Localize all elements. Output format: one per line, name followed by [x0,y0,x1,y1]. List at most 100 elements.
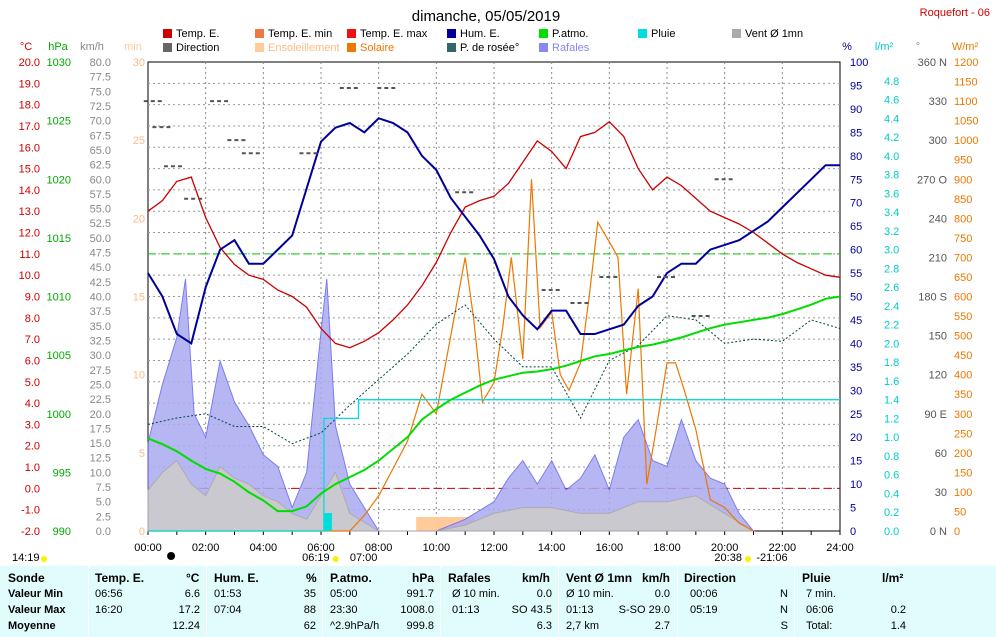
table-cell: ^2.9hPa/h [330,620,380,632]
tick-label-pct: 35 [850,362,862,374]
tick-label-temp: 18.0 [19,100,40,112]
tick-label-lm2: 4.4 [884,113,899,125]
table-cell: Total: [806,620,833,632]
tick-label-pct: 25 [850,409,862,421]
col-divider [88,566,89,637]
tick-label-pct: 40 [850,338,862,350]
tick-label-kmh: 15.0 [90,438,111,450]
series-temperature [147,120,841,349]
series-patmo [147,295,841,513]
square-icon [255,43,264,52]
tick-label-min: 0 [139,526,145,538]
tick-label-hpa: 1010 [47,292,71,304]
tick-label-temp: 15.0 [19,164,40,176]
square-icon [163,29,172,38]
table-cell: 01:53 [214,588,242,600]
tick-label-lm2: 1.6 [884,376,899,388]
table-cell: 1.4 [890,620,906,632]
time-annotation: -21:06 [756,552,787,564]
tick-label-kmh: 35.0 [90,321,111,333]
tick-label-wm2: 950 [954,155,972,167]
table-cell: 1008.0 [400,604,434,616]
sun-icon [41,556,47,562]
table-header-patmo: P.atmo. [330,571,372,585]
axis-unit-label: km/h [80,41,104,53]
tick-label-deg: 270 O [917,174,947,186]
x-tick-label: 24:00 [826,542,854,554]
chart-marks [143,87,841,532]
tick-label-temp: 8.0 [25,313,40,325]
axis-unit-label: W/m² [952,41,979,53]
tick-label-wm2: 550 [954,311,972,323]
tick-label-kmh: 30.0 [90,350,111,362]
tick-label-temp: 17.0 [19,121,40,133]
tick-label-deg: 210 [929,252,947,264]
tick-label-temp: 4.0 [25,398,40,410]
table-header-hum-unit: % [306,571,317,585]
tick-label-temp: 19.0 [19,78,40,90]
x-tick-label: 12:00 [480,542,508,554]
x-tick-label: 06:00 [307,542,335,554]
rain-bar [323,513,332,531]
tick-label-kmh: 5.0 [96,497,111,509]
tick-label-wm2: 600 [954,292,972,304]
tick-label-min: 20 [133,213,145,225]
legend-label: Rafales [552,42,590,54]
tick-label-wm2: 1000 [954,135,978,147]
legend-label: Direction [176,42,219,54]
tick-label-wm2: 1100 [954,96,978,108]
tick-label-kmh: 27.5 [90,365,111,377]
tick-label-pct: 85 [850,127,862,139]
sunrise-time: 06:19 [302,552,330,564]
summary-table: Sonde Temp. E. °C Hum. E. % P.atmo. hPa … [0,566,996,637]
tick-label-temp: 0.0 [25,483,40,495]
sunset-time: 20:38 [714,552,742,564]
tick-label-hpa: 1005 [47,350,71,362]
square-icon [539,29,548,38]
col-divider [322,566,323,637]
tick-label-wm2: 100 [954,487,972,499]
tick-label-pct: 20 [850,432,862,444]
tick-label-kmh: 55.0 [90,204,111,216]
tick-label-temp: 5.0 [25,377,40,389]
tick-label-kmh: 45.0 [90,262,111,274]
tick-label-deg: 30 [935,487,947,499]
table-cell: 06:06 [806,604,834,616]
axis-unit-label: min [124,41,142,53]
table-cell: 05:19 [690,604,718,616]
axis-unit-label: % [842,41,852,53]
tick-label-temp: 11.0 [19,249,40,261]
tick-label-wm2: 850 [954,194,972,206]
table-header-patmo-unit: hPa [412,571,435,585]
tick-label-pct: 60 [850,245,862,257]
tick-label-lm2: 2.2 [884,320,899,332]
tick-label-kmh: 7.5 [96,482,111,494]
tick-label-kmh: 37.5 [90,306,111,318]
legend-label: Ensoleillement [268,42,340,54]
tick-label-min: 30 [133,57,145,69]
table-cell: 6.3 [536,620,552,632]
tick-label-lm2: 4.6 [884,95,899,107]
legend-label: Solaire [360,42,394,54]
table-cell: 7 min. [806,588,836,600]
tick-label-pct: 10 [850,479,862,491]
tick-label-temp: 16.0 [19,142,40,154]
tick-label-wm2: 750 [954,233,972,245]
x-tick-label: 08:00 [365,542,393,554]
moon-icon [167,552,176,560]
tick-label-kmh: 70.0 [90,116,111,128]
x-tick-label: 20:00 [711,542,739,554]
col-divider [440,566,441,637]
x-tick-label: 04:00 [250,542,278,554]
tick-label-kmh: 25.0 [90,379,111,391]
tick-label-deg: 150 [929,331,947,343]
tick-label-temp: 3.0 [25,419,40,431]
tick-label-wm2: 150 [954,467,972,479]
tick-label-wm2: 1150 [954,77,978,89]
x-tick-label: 00:00 [134,542,162,554]
tick-label-pct: 80 [850,151,862,163]
tick-label-lm2: 1.8 [884,357,899,369]
table-cell: Ø 10 min. [566,588,614,600]
col-divider [558,566,559,637]
square-icon [347,43,356,52]
